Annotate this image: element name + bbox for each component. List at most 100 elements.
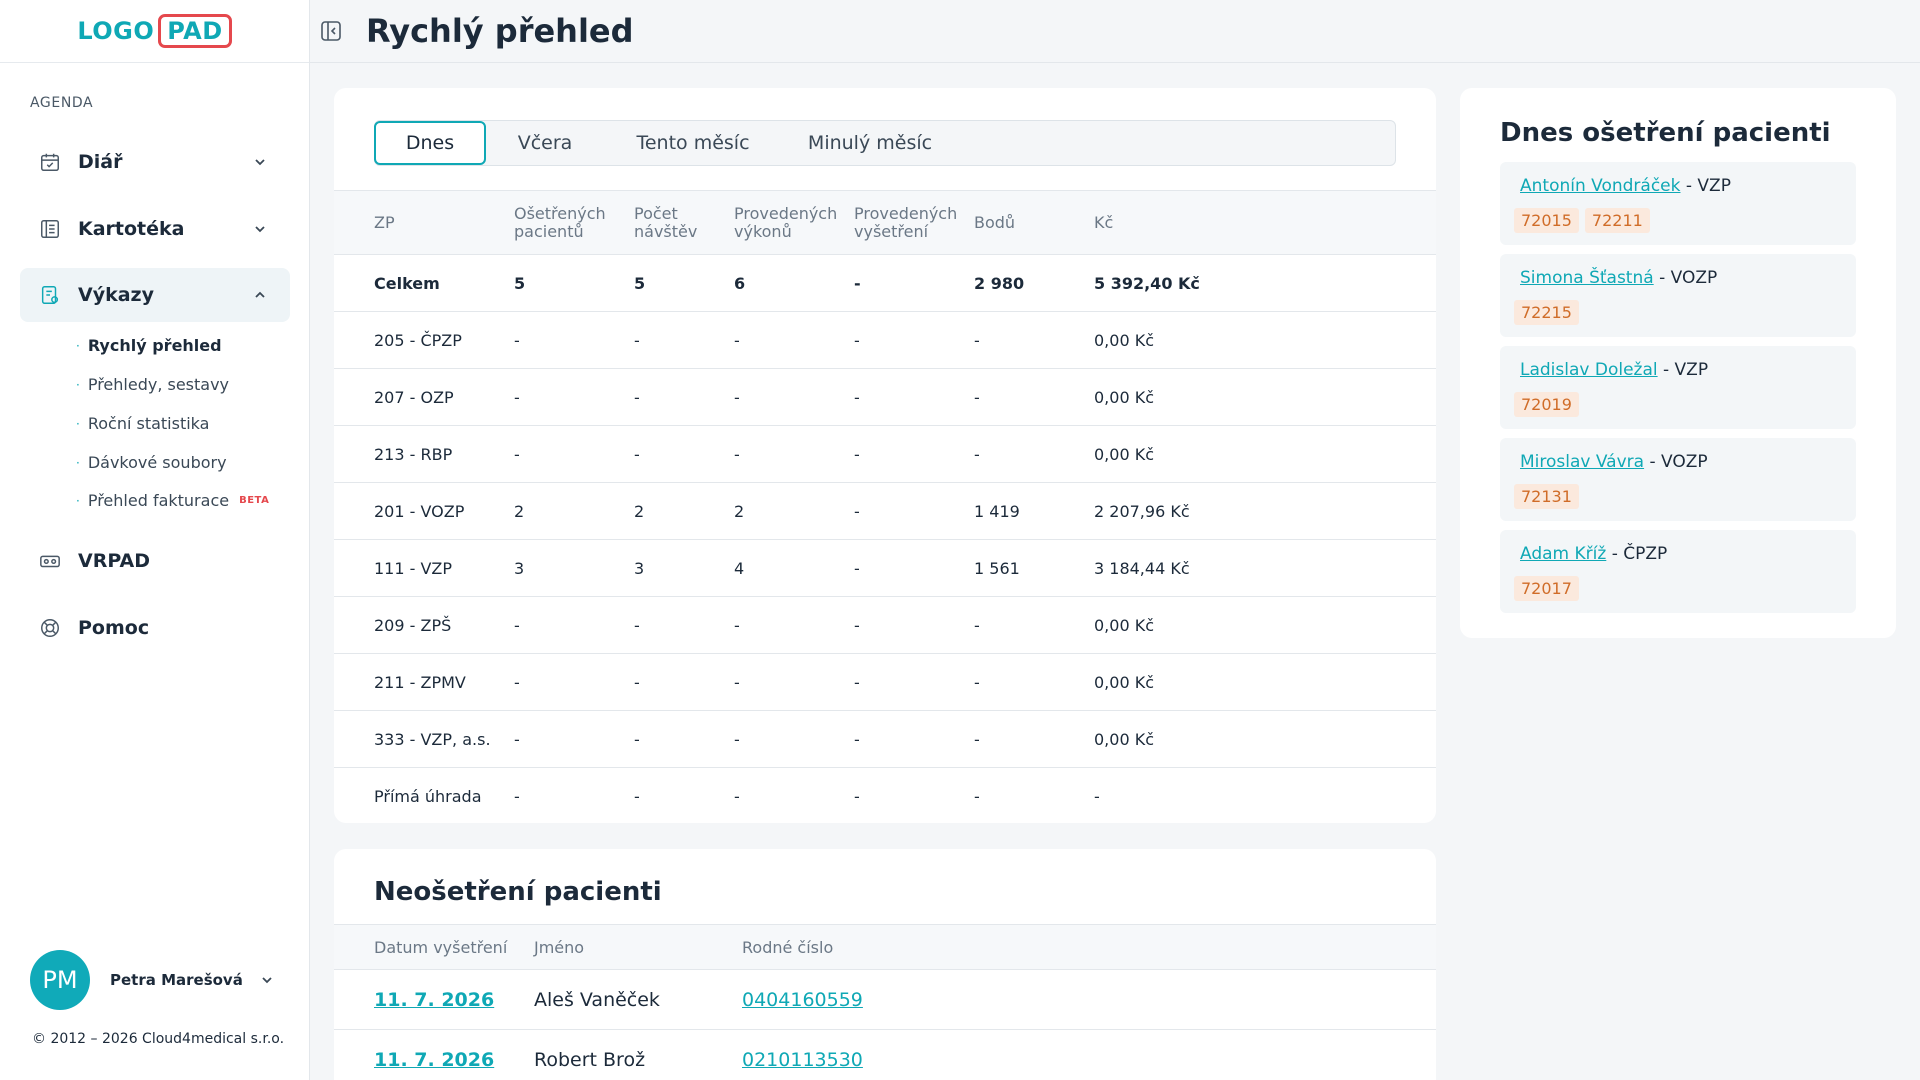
value-cell: - (514, 653, 634, 711)
treated-patient-item: Ladislav Doležal - VZP 72019 (1500, 346, 1856, 429)
insurer-cell: Přímá úhrada (374, 786, 482, 806)
value-cell: - (734, 368, 854, 426)
sidebar-subitem-rychly-prehled[interactable]: · Rychlý přehled (76, 336, 222, 355)
value-cell: 5 (514, 254, 634, 312)
page-title: Rychlý přehled (366, 12, 634, 50)
procedure-code[interactable]: 72015 (1514, 208, 1579, 233)
treated-patient-item: Miroslav Vávra - VOZP 72131 (1500, 438, 1856, 521)
treated-patient-item: Simona Šťastná - VOZP 72215 (1500, 254, 1856, 337)
insurer-cell: 213 - RBP (334, 425, 514, 483)
procedure-code[interactable]: 72019 (1514, 392, 1579, 417)
sidebar-subitem-prehled-fakturace[interactable]: · Přehled fakturace BETA (76, 491, 270, 510)
report-icon (38, 283, 62, 307)
value-cell: - (734, 596, 854, 654)
value-cell: 0,00 Kč (1094, 653, 1436, 711)
value-cell: 0,00 Kč (1094, 311, 1436, 369)
tab-minuly-mesic[interactable]: Minulý měsíc (807, 132, 933, 154)
column-header: Datum vyšetření (334, 924, 534, 970)
logo[interactable]: LOGO PAD (77, 14, 232, 48)
procedure-code[interactable]: 72017 (1514, 576, 1579, 601)
value-cell: 5 (634, 254, 734, 312)
chevron-down-icon (255, 159, 265, 166)
value-cell: 3 184,44 Kč (1094, 539, 1436, 597)
column-header: Ošetřených pacientů (514, 190, 634, 255)
logo-bar: LOGO PAD (0, 0, 309, 63)
value-cell: - (514, 786, 520, 806)
value-cell: 2 980 (974, 254, 1094, 312)
vr-icon (38, 549, 62, 573)
period-tabs: Dnes Včera Tento měsíc Minulý měsíc (374, 120, 1396, 166)
value-cell: - (634, 368, 734, 426)
patient-link[interactable]: Antonín Vondráček (1520, 176, 1681, 196)
sidebar-collapse-icon[interactable] (320, 20, 342, 42)
table-row: 207 - OZP - - - - -0,00 Kč (334, 368, 1436, 426)
chevron-down-icon (255, 226, 265, 233)
user-name: Petra Marešová (110, 971, 243, 989)
value-cell: - (854, 482, 974, 540)
table-row: 11. 7. 2026 Robert Brož 0210113530 (334, 1029, 1436, 1080)
treated-patient-item: Antonín Vondráček - VZP 72015 72211 (1500, 162, 1856, 245)
sidebar-subitem-davkove-soubory[interactable]: · Dávkové soubory (76, 453, 227, 472)
table-row: 111 - VZP 3 3 4-1 561 3 184,44 Kč (334, 539, 1436, 597)
value-cell: 3 (514, 539, 634, 597)
exam-date-link[interactable]: 11. 7. 2026 (374, 988, 495, 1011)
procedure-code[interactable]: 72215 (1514, 300, 1579, 325)
logo-text-1: LOGO (77, 17, 155, 45)
sidebar-item-vykazy[interactable]: Výkazy (20, 268, 290, 322)
bullet-icon: · (76, 455, 80, 470)
tab-vcera[interactable]: Včera (517, 132, 573, 154)
sidebar-item-pomoc[interactable]: Pomoc (20, 601, 290, 655)
value-cell: - (974, 596, 1094, 654)
insurer-cell: 211 - ZPMV (334, 653, 514, 711)
value-cell: - (854, 539, 974, 597)
birth-number-link[interactable]: 0404160559 (742, 988, 863, 1011)
bullet-icon: · (76, 338, 80, 353)
chevron-up-icon (255, 291, 265, 298)
value-cell: - (514, 425, 634, 483)
sidebar-item-label: Výkazy (78, 284, 154, 306)
value-cell: - (634, 596, 734, 654)
table-row: 201 - VOZP 2 2 2-1 419 2 207,96 Kč (334, 482, 1436, 540)
patient-link[interactable]: Miroslav Vávra (1520, 452, 1645, 472)
insurer-label: - VZP (1663, 360, 1709, 380)
section-label-agenda: AGENDA (30, 95, 94, 111)
patient-link[interactable]: Adam Kříž (1520, 544, 1607, 564)
sidebar-item-vrpad[interactable]: VRPAD (20, 534, 290, 588)
insurer-cell: 207 - OZP (334, 368, 514, 426)
logo-text-2: PAD (158, 14, 232, 48)
value-cell: 2 (734, 482, 854, 540)
sidebar-subitem-prehledy[interactable]: · Přehledy, sestavy (76, 375, 230, 394)
tab-tento-mesic[interactable]: Tento měsíc (636, 132, 750, 154)
lifebuoy-icon (38, 616, 62, 640)
untreated-patients-card: Neošetření pacienti Datum vyšetření Jmén… (334, 849, 1436, 1080)
value-cell: - (734, 710, 854, 768)
sidebar-item-kartoteka[interactable]: Kartotéka (20, 202, 290, 256)
value-cell: 1 561 (974, 539, 1094, 597)
insurer-label: - VOZP (1649, 452, 1708, 472)
patient-link[interactable]: Simona Šťastná (1520, 268, 1654, 288)
procedure-code[interactable]: 72131 (1514, 484, 1579, 509)
treated-today-title: Dnes ošetření pacienti (1500, 118, 1831, 148)
insurer-cell: Celkem (334, 254, 514, 312)
birth-number-link[interactable]: 0210113530 (742, 1048, 863, 1071)
tab-dnes[interactable]: Dnes (374, 121, 486, 165)
table-row: 213 - RBP - - - - -0,00 Kč (334, 425, 1436, 483)
column-header: Počet návštěv (634, 190, 734, 255)
table-row: Přímá úhrada - - - - - - (334, 768, 1436, 825)
sidebar: LOGO PAD AGENDA Diář Kartotéka Výkazy · R… (0, 0, 310, 1080)
value-cell: - (734, 786, 740, 806)
value-cell: 4 (734, 539, 854, 597)
insurer-cell: 111 - VZP (334, 539, 514, 597)
user-menu[interactable]: PM Petra Marešová (30, 950, 290, 1010)
untreated-table: Datum vyšetření Jméno Rodné číslo 11. 7.… (334, 924, 1436, 1080)
patient-link[interactable]: Ladislav Doležal (1520, 360, 1658, 380)
value-cell: 1 419 (974, 482, 1094, 540)
sidebar-item-diar[interactable]: Diář (20, 135, 290, 189)
beta-badge: BETA (239, 495, 270, 506)
sidebar-subitem-rocni-statistika[interactable]: · Roční statistika (76, 414, 210, 433)
table-row-total: Celkem 5 5 6-2 980 5 392,40 Kč (334, 254, 1436, 312)
table-row: 211 - ZPMV - - - - -0,00 Kč (334, 653, 1436, 711)
procedure-code[interactable]: 72211 (1584, 208, 1650, 233)
value-cell: - (854, 425, 974, 483)
exam-date-link[interactable]: 11. 7. 2026 (374, 1048, 495, 1071)
